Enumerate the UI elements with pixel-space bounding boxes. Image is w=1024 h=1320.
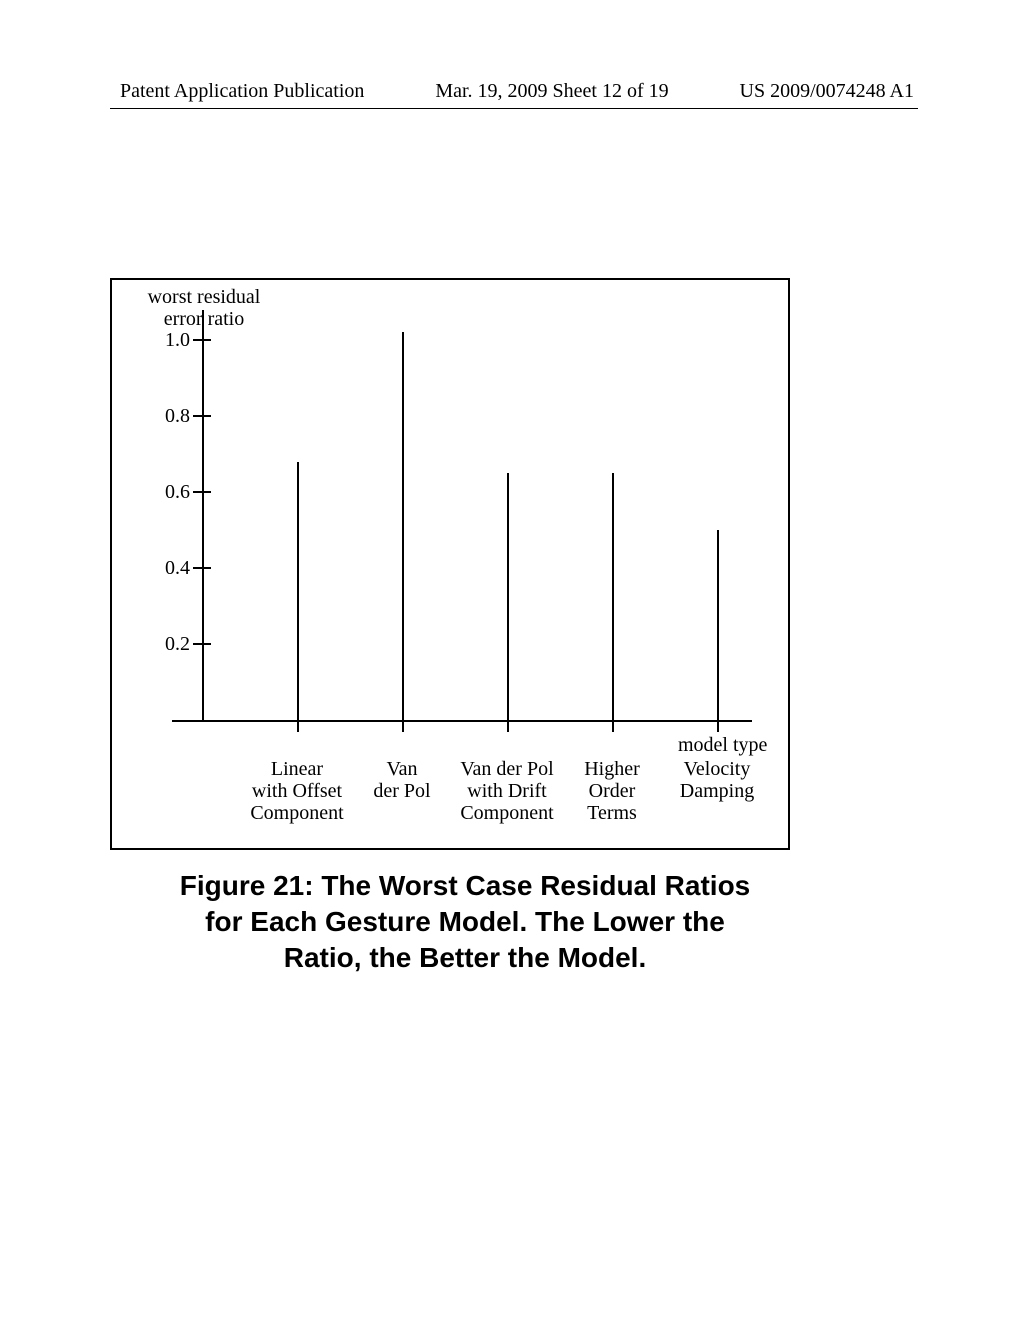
- y-tick: [193, 567, 211, 569]
- x-axis-title: model type: [678, 734, 767, 757]
- x-axis-line: [172, 720, 752, 722]
- bar: [507, 473, 509, 720]
- cat-label-line: der Pol: [373, 780, 430, 802]
- cat-label-line: Terms: [587, 802, 637, 824]
- x-tick: [402, 720, 404, 732]
- cat-label-line: Velocity: [684, 758, 751, 780]
- cat-label-line: Van der Pol: [460, 758, 553, 780]
- cat-label-line: Component: [460, 802, 553, 824]
- header-rule: [110, 108, 918, 109]
- cat-label-line: Order: [589, 780, 636, 802]
- header-left: Patent Application Publication: [120, 80, 364, 103]
- figure-caption: Figure 21: The Worst Case Residual Ratio…: [90, 868, 840, 976]
- cat-label-line: Damping: [680, 780, 754, 802]
- x-tick: [717, 720, 719, 732]
- y-tick-label: 0.6: [150, 481, 190, 504]
- bar: [297, 462, 299, 720]
- bar: [717, 530, 719, 720]
- header-right: US 2009/0074248 A1: [740, 80, 914, 103]
- y-tick-label: 0.8: [150, 405, 190, 428]
- x-category-label: Higher Order Terms: [577, 758, 647, 824]
- y-tick-label: 0.4: [150, 557, 190, 580]
- caption-line: Figure 21: The Worst Case Residual Ratio…: [180, 870, 751, 901]
- x-category-label: Van der Pol with Drift Component: [452, 758, 562, 824]
- y-tick-label: 1.0: [150, 329, 190, 352]
- y-tick: [193, 415, 211, 417]
- caption-line: Ratio, the Better the Model.: [284, 942, 646, 973]
- y-axis-title-line1: worst residual: [148, 286, 261, 308]
- x-category-label: Linear with Offset Component: [247, 758, 347, 824]
- x-tick: [297, 720, 299, 732]
- cat-label-line: with Offset: [252, 780, 342, 802]
- y-tick: [193, 643, 211, 645]
- x-category-label: Velocity Damping: [672, 758, 762, 802]
- header-center: Mar. 19, 2009 Sheet 12 of 19: [435, 80, 668, 103]
- page-header: Patent Application Publication Mar. 19, …: [0, 80, 1024, 103]
- cat-label-line: with Drift: [467, 780, 546, 802]
- cat-label-line: Higher: [584, 758, 640, 780]
- chart-frame: worst residual error ratio 1.0 0.8 0.6 0…: [110, 278, 790, 850]
- page-root: Patent Application Publication Mar. 19, …: [0, 0, 1024, 1320]
- cat-label-line: Component: [250, 802, 343, 824]
- x-tick: [612, 720, 614, 732]
- y-axis-line: [202, 310, 204, 720]
- y-tick: [193, 491, 211, 493]
- caption-line: for Each Gesture Model. The Lower the: [205, 906, 725, 937]
- x-category-label: Van der Pol: [367, 758, 437, 802]
- bar: [612, 473, 614, 720]
- x-tick: [507, 720, 509, 732]
- y-tick-label: 0.2: [150, 633, 190, 656]
- y-tick: [193, 339, 211, 341]
- cat-label-line: Linear: [271, 758, 323, 780]
- bar: [402, 332, 404, 720]
- cat-label-line: Van: [386, 758, 417, 780]
- y-axis-title: worst residual error ratio: [134, 286, 274, 330]
